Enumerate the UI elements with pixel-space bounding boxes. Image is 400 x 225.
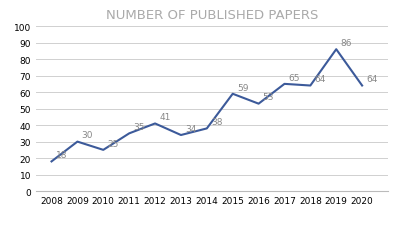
Text: 65: 65 [289, 73, 300, 82]
Text: 18: 18 [56, 151, 67, 160]
Text: 35: 35 [133, 123, 145, 132]
Text: 59: 59 [237, 83, 248, 92]
Text: 34: 34 [185, 124, 196, 133]
Text: 25: 25 [108, 139, 119, 148]
Text: 38: 38 [211, 118, 222, 127]
Text: 64: 64 [314, 75, 326, 84]
Text: 53: 53 [263, 93, 274, 102]
Text: 86: 86 [340, 39, 352, 48]
Title: NUMBER OF PUBLISHED PAPERS: NUMBER OF PUBLISHED PAPERS [106, 9, 318, 22]
Text: 41: 41 [159, 113, 171, 122]
Text: 64: 64 [366, 75, 378, 84]
Text: 30: 30 [82, 131, 93, 140]
